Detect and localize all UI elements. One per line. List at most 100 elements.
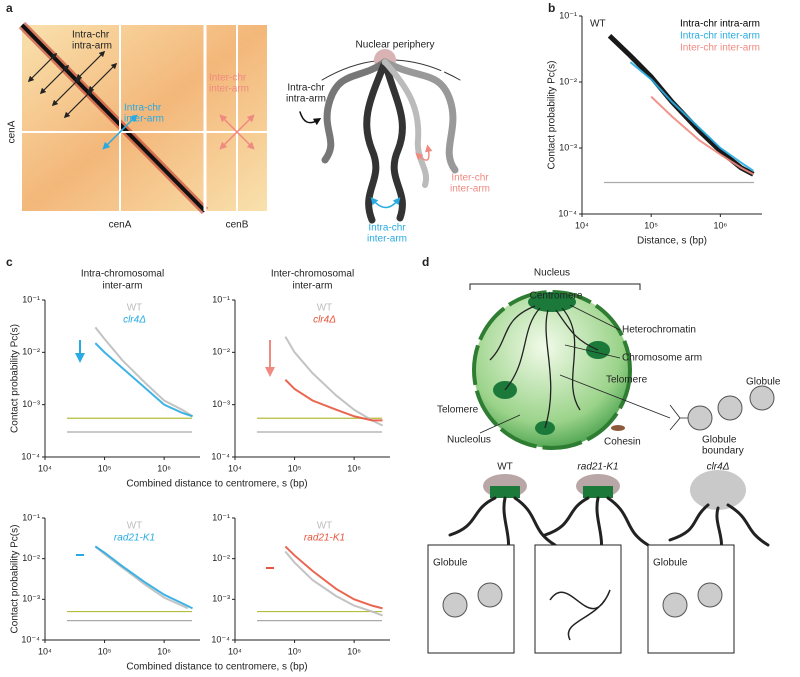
legend-entry: rad21-K1 (114, 533, 155, 544)
y-tick-label: 10⁻³ (22, 594, 40, 604)
label: intra-arm (72, 41, 112, 52)
arrow (415, 144, 433, 161)
chart-title: Inter-chromosomal (271, 269, 354, 280)
y-axis-label: Contact probability Pc(s) (10, 324, 21, 433)
label: Intra-chr (287, 83, 325, 94)
shape (489, 305, 536, 361)
globule (717, 395, 743, 421)
shape (569, 304, 621, 331)
shape (564, 344, 621, 359)
shape (662, 592, 688, 618)
shape (544, 309, 552, 429)
legend-entry: Intra-chr intra-arm (680, 19, 760, 30)
panel-letter: a (6, 1, 13, 15)
y-tick-label: 10⁻¹ (212, 512, 230, 522)
shape (697, 582, 723, 608)
y-tick-label: 10⁻¹ (22, 512, 40, 522)
shape (534, 544, 622, 654)
nucleus-sketch (299, 49, 461, 224)
y-tick-label: 10⁻⁴ (21, 451, 40, 461)
label: Nuclear periphery (356, 40, 435, 51)
y-axis-label: Contact probability Pc(s) (10, 525, 21, 634)
label: Intra-chr (368, 223, 406, 234)
heatmap (18, 21, 267, 215)
label: Heterochromatin (622, 325, 696, 336)
arrows (27, 50, 118, 119)
x-tick-label: 10⁶ (157, 463, 171, 473)
y-tick-label: 10⁻³ (212, 399, 230, 409)
label: Telomere (606, 375, 648, 386)
shape (513, 496, 557, 547)
model-diagram (427, 283, 775, 654)
shape (606, 496, 650, 547)
panel-letter: d (422, 255, 429, 269)
x-axis-label: Distance, s (bp) (637, 236, 707, 247)
label: Globule (746, 377, 781, 388)
arms (489, 305, 599, 429)
y-tick-label: 10⁻¹ (22, 294, 40, 304)
shape (490, 486, 520, 498)
label: Globule (702, 435, 737, 446)
label: Nucleolus (447, 435, 491, 446)
x-tick-label: 10⁴ (228, 463, 242, 473)
arrow (299, 111, 322, 126)
shape (543, 496, 590, 537)
y-tick-label: 10⁻¹ (559, 10, 577, 20)
legend-entry: clr4Δ (123, 315, 146, 326)
line (284, 545, 383, 610)
line (284, 336, 383, 427)
x-tick-label: 10⁴ (228, 646, 242, 656)
line (607, 34, 755, 177)
chromosome (363, 58, 389, 224)
label: Cohesin (604, 437, 641, 448)
y-tick-label: 10⁻³ (22, 399, 40, 409)
strain-models (427, 470, 770, 654)
y-tick-label: 10⁻² (22, 553, 40, 563)
chromosome (381, 58, 459, 174)
strain-label: clr4Δ (707, 462, 730, 473)
chromosome (381, 58, 406, 222)
shape (479, 414, 521, 434)
axis-label: cenB (226, 220, 249, 231)
x-tick-label: 10⁴ (38, 463, 52, 473)
label: inter-arm (209, 84, 249, 95)
label: Globule (653, 558, 688, 569)
chart-title: Intra-chromosomal (81, 269, 164, 280)
label: inter-arm (367, 234, 407, 245)
shape (583, 486, 613, 498)
heterochromatin (528, 292, 576, 312)
x-tick-label: 10⁶ (347, 646, 361, 656)
shape (559, 374, 671, 419)
legend-entry: clr4Δ (313, 315, 336, 326)
x-tick-label: 10⁶ (157, 646, 171, 656)
label: Inter-chr (451, 173, 489, 184)
line (94, 545, 193, 610)
legend-entry: WT (317, 303, 333, 314)
arrow (102, 114, 138, 150)
shape (549, 589, 611, 641)
legend-entry: Inter-chr inter-arm (680, 43, 760, 54)
shape (63, 88, 94, 119)
x-tick-label: 10⁶ (713, 220, 727, 230)
chart-title: inter-arm (102, 281, 142, 292)
shape (477, 582, 503, 608)
shape (87, 62, 118, 93)
panel-letter: c (6, 255, 13, 269)
globule (687, 405, 713, 431)
shape (561, 307, 581, 411)
bracket (469, 283, 641, 290)
x-tick-label: 10⁵ (288, 646, 302, 656)
line (650, 95, 754, 176)
legend-entry: rad21-K1 (304, 533, 345, 544)
strain-label: rad21-K1 (577, 462, 618, 473)
y-tick-label: 10⁻⁴ (211, 451, 230, 461)
line (284, 550, 383, 617)
label: Intra-chr (124, 103, 162, 114)
y-tick-label: 10⁻³ (559, 142, 577, 152)
y-tick-label: 10⁻³ (212, 594, 230, 604)
arrow (370, 197, 401, 209)
chromosome (382, 59, 430, 188)
y-tick-label: 10⁻⁴ (21, 634, 40, 644)
label: Intra-chr (72, 30, 110, 41)
